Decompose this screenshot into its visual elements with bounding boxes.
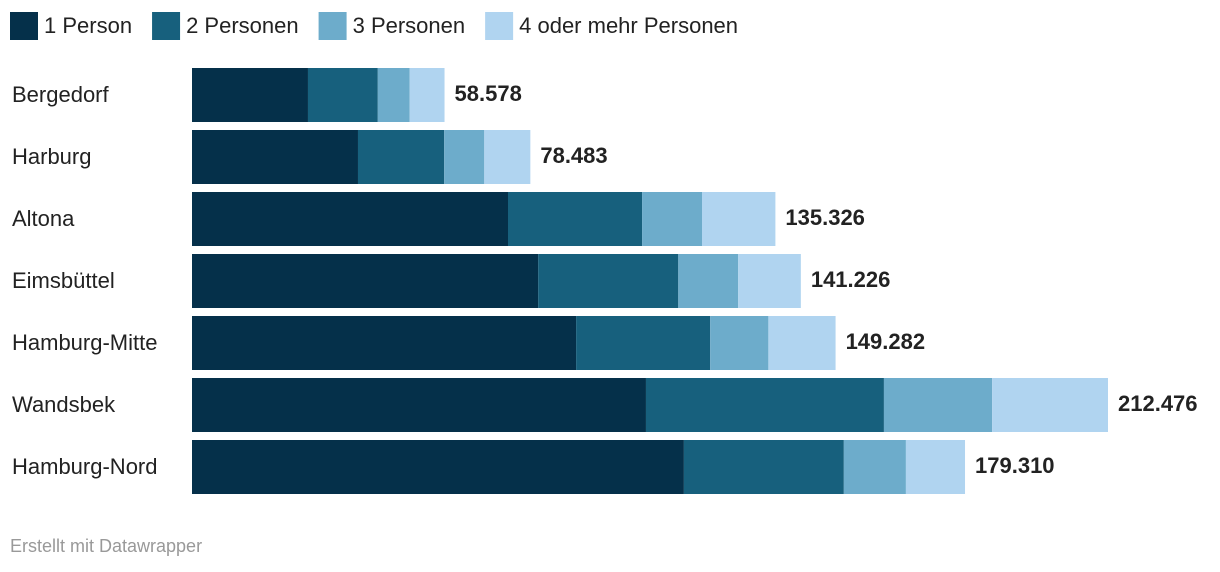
bar-segment	[307, 68, 378, 122]
bar-segment	[192, 378, 646, 432]
legend-label: 1 Person	[44, 13, 132, 38]
bar-segment	[768, 316, 836, 370]
legend-label: 4 oder mehr Personen	[519, 13, 738, 38]
total-label: 141.226	[811, 267, 891, 292]
legend-swatch	[318, 12, 347, 40]
bar-segment	[377, 68, 410, 122]
bar-segment	[576, 316, 711, 370]
bar-segment	[905, 440, 966, 494]
legend-label: 3 Personen	[353, 13, 466, 38]
category-label: Harburg	[12, 144, 91, 169]
total-label: 58.578	[455, 81, 522, 106]
bar-segment	[710, 316, 769, 370]
bar-segment	[645, 378, 884, 432]
legend-swatch	[485, 12, 514, 40]
bar-segment	[642, 192, 703, 246]
bar-segment	[192, 130, 358, 184]
bar-segment	[883, 378, 993, 432]
bar-segment	[702, 192, 776, 246]
bar-segment	[444, 130, 485, 184]
bar-segment	[192, 316, 577, 370]
category-label: Wandsbek	[12, 392, 116, 417]
total-label: 135.326	[785, 205, 865, 230]
bar-segment	[192, 192, 509, 246]
bar-segment	[484, 130, 531, 184]
bar-segment	[683, 440, 844, 494]
bar-segment	[678, 254, 739, 308]
bar-segment	[508, 192, 643, 246]
bar-segment	[738, 254, 801, 308]
footer: Erstellt mit Datawrapper	[10, 536, 202, 556]
total-label: 212.476	[1118, 391, 1198, 416]
category-label: Hamburg-Nord	[12, 454, 158, 479]
legend-label: 2 Personen	[186, 13, 299, 38]
legend-swatch	[152, 12, 181, 40]
total-label: 149.282	[846, 329, 926, 354]
bar-segment	[192, 254, 539, 308]
legend-swatch	[10, 12, 38, 40]
total-label: 179.310	[975, 453, 1055, 478]
bar-segment	[409, 68, 445, 122]
bar-segment	[992, 378, 1108, 432]
category-label: Altona	[12, 206, 75, 231]
total-label: 78.483	[540, 143, 607, 168]
category-label: Eimsbüttel	[12, 268, 115, 293]
bar-segment	[357, 130, 445, 184]
bar-segment	[192, 68, 308, 122]
category-label: Bergedorf	[12, 82, 110, 107]
category-label: Hamburg-Mitte	[12, 330, 157, 355]
bar-segment	[192, 440, 684, 494]
bar-segment	[538, 254, 679, 308]
bar-segment	[843, 440, 906, 494]
